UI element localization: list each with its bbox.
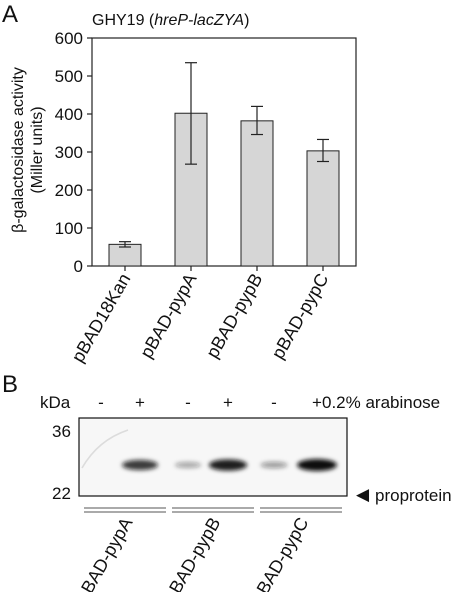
lane-sign: + (312, 393, 322, 412)
y-tick-label: 400 (55, 105, 83, 124)
chart-title-italic: hreP-lacZYA (154, 12, 244, 29)
y-axis-label: β-galactosidase activity (Miller units) (10, 67, 46, 233)
bars (108, 62, 340, 267)
y-tick-label: 500 (55, 67, 83, 86)
lane-group-underlines (84, 507, 342, 513)
proprotein-arrow: ◀ (356, 485, 370, 504)
x-tick-label: pBAD-pypC (268, 270, 333, 362)
y-axis-label-line1: β-galactosidase activity (10, 67, 27, 233)
lane-sign: + (223, 393, 233, 412)
panel-b-label: B (2, 371, 18, 398)
blot-band (297, 459, 337, 471)
y-tick-label: 600 (55, 29, 83, 48)
x-tick-label: pBAD-pypB (202, 270, 266, 361)
blot-band (122, 459, 158, 471)
y-tick-label: 100 (55, 219, 83, 238)
lane-sign: - (185, 393, 191, 412)
blot-band (260, 461, 288, 469)
lane-group-label: pBAD-pypC (248, 514, 313, 592)
lane-sign: + (135, 393, 145, 412)
y-tick-label: 300 (55, 143, 83, 162)
blot-smear (81, 429, 129, 469)
x-tick-label: pBAD-pypA (136, 270, 200, 361)
arabinose-label: 0.2% arabinose (322, 393, 440, 412)
blot-membrane (78, 417, 348, 497)
chart-title-prefix: GHY19 ( (92, 12, 155, 29)
panel-a-label: A (2, 1, 18, 28)
y-axis-label-line2: (Miller units) (29, 106, 46, 193)
blot-bands (122, 459, 337, 471)
y-tick-label: 200 (55, 181, 83, 200)
blot-band (208, 459, 248, 471)
lane-group-labels: pBAD-pypA pBAD-pypB pBAD-pypC (72, 514, 312, 592)
lane-group-label: pBAD-pypB (160, 514, 224, 592)
marker-36-label: 36 (52, 422, 71, 441)
lane-sign: - (271, 393, 277, 412)
blot-band (174, 461, 202, 469)
marker-22-label: 22 (52, 484, 71, 503)
x-tick-label: pBAD18Kan (68, 270, 135, 366)
bar (240, 120, 274, 267)
x-tick-labels: pBAD18Kan pBAD-pypA pBAD-pypB pBAD-pypC (68, 266, 333, 366)
lane-sign: - (98, 393, 104, 412)
bar (306, 150, 340, 267)
y-ticks: 0 100 200 300 400 500 600 (55, 29, 92, 276)
kda-label: kDa (40, 393, 71, 412)
lane-group-label: pBAD-pypA (72, 514, 136, 592)
proprotein-label: proprotein (375, 486, 452, 505)
lane-signs: - + - + - + (98, 393, 322, 412)
y-tick-label: 0 (74, 257, 83, 276)
chart-title: GHY19 (hreP-lacZYA) (92, 12, 249, 29)
chart-title-suffix: ) (244, 12, 249, 29)
